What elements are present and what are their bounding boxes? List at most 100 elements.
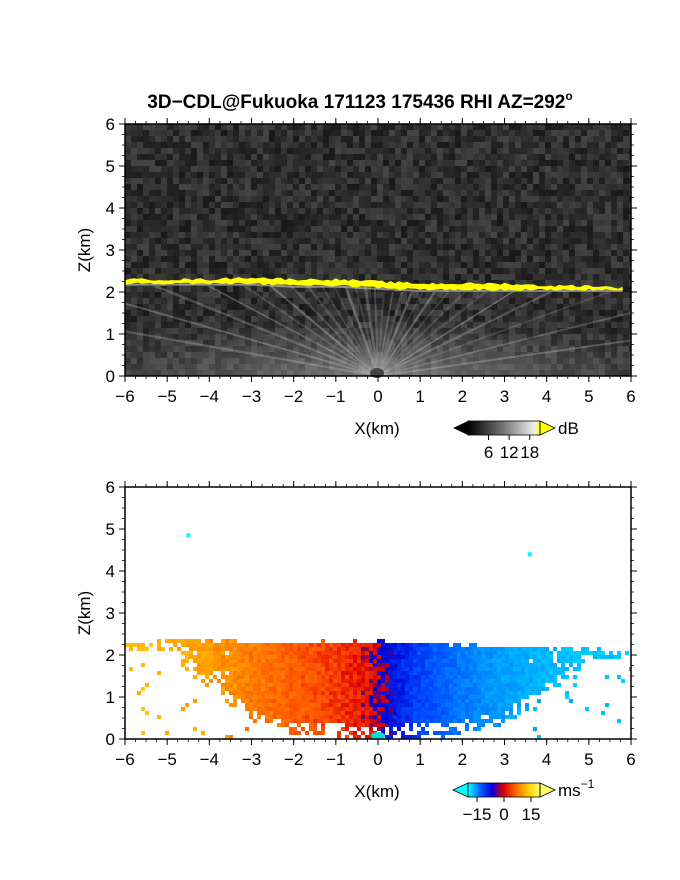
intensity-noise-cell (215, 190, 221, 196)
intensity-noise-cell (191, 148, 197, 154)
intensity-noise-cell (419, 154, 425, 160)
intensity-noise-cell (275, 208, 281, 214)
intensity-noise-cell (251, 184, 257, 190)
intensity-noise-cell (215, 148, 221, 154)
intensity-noise-cell (305, 256, 311, 262)
intensity-noise-cell (317, 274, 323, 280)
intensity-noise-cell (185, 142, 191, 148)
intensity-noise-cell (173, 232, 179, 238)
intensity-noise-cell (371, 124, 377, 130)
intensity-noise-cell (263, 202, 269, 208)
intensity-noise-cell (383, 172, 389, 178)
intensity-noise-cell (353, 172, 359, 178)
intensity-noise-cell (209, 136, 215, 142)
intensity-noise-cell (245, 172, 251, 178)
intensity-noise-cell (293, 178, 299, 184)
intensity-noise-cell (257, 142, 263, 148)
intensity-noise-cell (221, 184, 227, 190)
intensity-noise-cell (233, 154, 239, 160)
intensity-noise-cell (425, 136, 431, 142)
intensity-noise-cell (407, 268, 413, 274)
intensity-noise-cell (431, 154, 437, 160)
intensity-noise-cell (413, 166, 419, 172)
intensity-noise-cell (269, 136, 275, 142)
intensity-noise-cell (125, 286, 131, 292)
intensity-noise-cell (131, 130, 137, 136)
intensity-noise-cell (329, 226, 335, 232)
intensity-noise-cell (281, 268, 287, 274)
intensity-noise-cell (323, 202, 329, 208)
intensity-noise-cell (281, 238, 287, 244)
intensity-noise-cell (131, 226, 137, 232)
intensity-noise-cell (275, 178, 281, 184)
intensity-noise-cell (275, 160, 281, 166)
intensity-noise-cell (329, 166, 335, 172)
intensity-noise-cell (167, 208, 173, 214)
intensity-noise-cell (173, 148, 179, 154)
intensity-noise-cell (323, 196, 329, 202)
intensity-noise-cell (173, 130, 179, 136)
intensity-noise-cell (179, 226, 185, 232)
intensity-noise-cell (251, 196, 257, 202)
intensity-noise-cell (347, 250, 353, 256)
intensity-noise-cell (125, 190, 131, 196)
intensity-noise-cell (419, 226, 425, 232)
intensity-noise-cell (407, 154, 413, 160)
intensity-noise-cell (275, 148, 281, 154)
intensity-noise-cell (179, 214, 185, 220)
intensity-noise-cell (329, 220, 335, 226)
intensity-noise-cell (263, 250, 269, 256)
intensity-noise-cell (299, 130, 305, 136)
intensity-noise-cell (173, 184, 179, 190)
intensity-noise-cell (401, 256, 407, 262)
intensity-noise-cell (149, 250, 155, 256)
intensity-noise-cell (197, 130, 203, 136)
intensity-noise-cell (233, 274, 239, 280)
intensity-noise-cell (155, 238, 161, 244)
intensity-noise-cell (413, 214, 419, 220)
intensity-noise-cell (209, 232, 215, 238)
intensity-noise-cell (221, 142, 227, 148)
intensity-noise-cell (131, 274, 137, 280)
intensity-noise-cell (383, 208, 389, 214)
intensity-noise-cell (167, 184, 173, 190)
intensity-noise-cell (239, 154, 245, 160)
intensity-noise-cell (185, 160, 191, 166)
intensity-noise-cell (425, 190, 431, 196)
intensity-noise-cell (179, 166, 185, 172)
intensity-noise-cell (149, 160, 155, 166)
intensity-noise-cell (407, 130, 413, 136)
intensity-noise-cell (197, 190, 203, 196)
intensity-noise-cell (179, 160, 185, 166)
intensity-noise-cell (365, 178, 371, 184)
intensity-noise-cell (395, 166, 401, 172)
intensity-noise-cell (281, 196, 287, 202)
intensity-noise-cell (179, 142, 185, 148)
intensity-noise-cell (155, 154, 161, 160)
intensity-noise-cell (431, 124, 437, 130)
intensity-noise-cell (251, 274, 257, 280)
intensity-noise-cell (125, 148, 131, 154)
intensity-noise-cell (209, 160, 215, 166)
intensity-noise-cell (221, 244, 227, 250)
intensity-noise-cell (137, 130, 143, 136)
intensity-noise-cell (257, 244, 263, 250)
intensity-noise-cell (401, 124, 407, 130)
intensity-noise-cell (311, 130, 317, 136)
intensity-noise-cell (383, 244, 389, 250)
intensity-noise-cell (311, 274, 317, 280)
intensity-noise-cell (125, 232, 131, 238)
intensity-noise-cell (413, 244, 419, 250)
intensity-noise-cell (143, 238, 149, 244)
intensity-noise-cell (305, 172, 311, 178)
intensity-noise-cell (161, 124, 167, 130)
intensity-noise-cell (143, 220, 149, 226)
intensity-noise-cell (197, 238, 203, 244)
intensity-noise-cell (293, 136, 299, 142)
intensity-noise-cell (359, 250, 365, 256)
intensity-noise-cell (419, 172, 425, 178)
intensity-noise-cell (173, 238, 179, 244)
intensity-noise-cell (353, 208, 359, 214)
intensity-noise-cell (239, 136, 245, 142)
intensity-noise-cell (317, 256, 323, 262)
